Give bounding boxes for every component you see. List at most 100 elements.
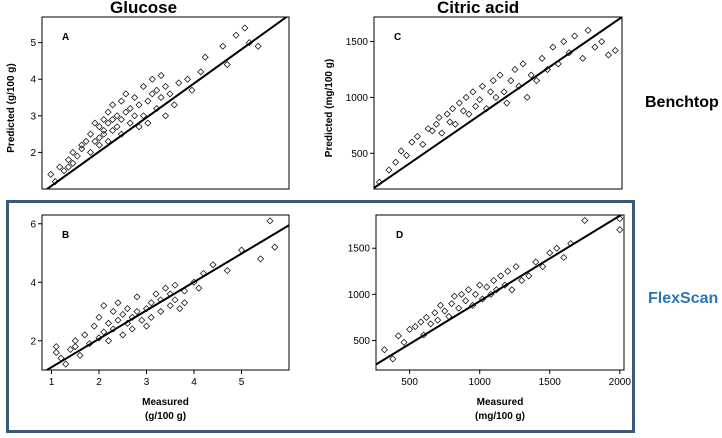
data-point	[117, 97, 125, 105]
y-tick-label: 1500	[348, 244, 371, 255]
data-point	[201, 53, 209, 61]
x-tick-label: 1000	[469, 377, 492, 388]
data-point	[380, 346, 388, 354]
data-point	[100, 130, 108, 138]
data-point	[271, 243, 279, 251]
data-point	[616, 226, 624, 234]
data-point	[195, 284, 203, 292]
data-point	[100, 126, 108, 134]
data-point	[135, 101, 143, 109]
data-point	[223, 61, 231, 69]
scatter-panel-A: 2 3 4 5 A Predicted (g/100 g)	[6, 16, 290, 190]
x-tick-label: 1	[49, 377, 55, 388]
data-point	[571, 32, 579, 40]
data-point	[144, 97, 152, 105]
data-point	[411, 323, 419, 331]
data-point	[139, 83, 147, 91]
data-point	[508, 286, 516, 294]
y-tick-label: 2	[30, 148, 36, 159]
data-point	[87, 148, 95, 156]
data-point	[113, 112, 121, 120]
data-point	[533, 77, 541, 85]
data-point	[78, 145, 86, 153]
data-point	[135, 123, 143, 131]
data-point	[490, 277, 498, 285]
data-point	[78, 141, 86, 149]
data-point	[254, 42, 262, 50]
scatter-panel-D: 500 1000 1500 500 1000 1500 2000 D Measured (mg/1…	[348, 214, 631, 422]
data-point	[184, 75, 192, 83]
data-point	[438, 129, 446, 137]
x-axis-label: Measured (mg/100 g)	[475, 397, 525, 422]
data-point	[62, 360, 70, 368]
data-point	[525, 272, 533, 280]
data-point	[581, 217, 589, 225]
plot-frame	[375, 214, 625, 371]
data-point	[257, 255, 264, 263]
data-point	[73, 152, 81, 160]
data-point	[476, 96, 484, 104]
panel-letter-B: B	[62, 230, 69, 241]
data-point	[81, 331, 89, 339]
data-point	[579, 54, 587, 62]
data-point	[604, 51, 612, 59]
data-point	[549, 43, 557, 51]
plot-content	[374, 17, 622, 189]
data-point	[157, 72, 165, 80]
data-point	[503, 99, 511, 107]
fit-line	[45, 17, 289, 189]
y-tick-label: 500	[351, 149, 368, 160]
data-point	[143, 322, 150, 330]
y-tick-label: 6	[30, 219, 36, 230]
data-point	[52, 343, 60, 351]
data-point	[162, 284, 169, 292]
data-point	[197, 68, 205, 76]
data-point	[87, 130, 95, 138]
plot-frame	[373, 16, 623, 190]
data-point	[413, 133, 421, 141]
data-point	[114, 316, 122, 324]
data-point	[483, 283, 491, 291]
y-tick-label: 1000	[348, 290, 371, 301]
scatter-panel-C: 500 1000 1500 C Predicted (mg/100 g)	[324, 16, 623, 190]
data-point	[114, 299, 122, 307]
flexscan-frame	[6, 200, 635, 433]
data-point	[591, 43, 599, 51]
fit-line	[376, 215, 623, 366]
data-point	[147, 299, 155, 307]
data-point	[131, 112, 139, 120]
data-point	[90, 322, 98, 330]
data-point	[117, 115, 125, 123]
data-point	[553, 244, 561, 252]
data-point	[504, 267, 512, 275]
data-point	[518, 277, 526, 285]
data-point	[422, 313, 430, 321]
data-point	[457, 290, 465, 298]
data-point	[95, 141, 103, 149]
data-point	[133, 293, 141, 301]
data-point	[492, 93, 500, 101]
row-label-benchtop: Benchtop	[645, 94, 719, 111]
x-tick-label: 3	[144, 377, 150, 388]
data-point	[394, 332, 402, 340]
data-point	[126, 119, 134, 127]
data-point	[76, 351, 84, 359]
data-point	[408, 138, 416, 146]
scatter-panel-B: 2 4 6 1 2 3 4 5 B Measured (g/100 g)	[30, 214, 290, 422]
data-point	[69, 148, 77, 156]
data-point	[487, 88, 495, 96]
data-point	[162, 83, 169, 91]
data-point	[95, 123, 103, 131]
data-point	[104, 119, 112, 127]
data-point	[539, 263, 547, 271]
data-point	[67, 346, 74, 354]
data-point	[431, 309, 439, 317]
y-axis-label: Predicted (mg/100 g)	[324, 59, 335, 157]
y-tick-label: 4	[30, 278, 36, 289]
data-point	[147, 313, 155, 321]
data-point	[60, 167, 68, 175]
y-tick-label: 2	[30, 336, 36, 347]
data-point	[584, 26, 592, 34]
data-point	[392, 158, 400, 166]
data-point	[133, 308, 141, 316]
